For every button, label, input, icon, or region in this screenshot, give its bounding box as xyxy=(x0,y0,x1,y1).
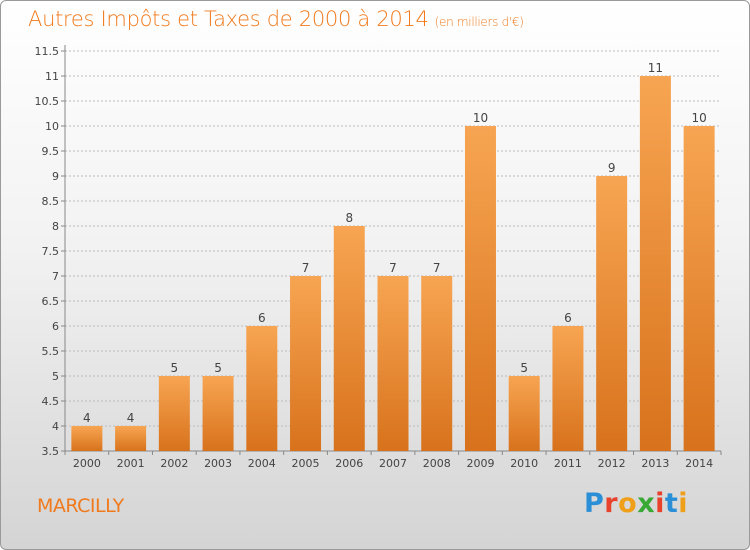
data-label: 5 xyxy=(520,361,528,375)
bar-2014 xyxy=(683,126,715,451)
title-text: Autres Impôts et Taxes de 2000 à 2014 xyxy=(28,7,429,31)
bar-2006 xyxy=(333,226,365,451)
data-label: 7 xyxy=(389,261,397,275)
y-tick-label: 6 xyxy=(52,320,59,333)
y-tick-label: 7 xyxy=(52,270,59,283)
commune-name: MARCILLY xyxy=(37,495,124,517)
bar-2004 xyxy=(246,326,278,451)
y-tick-label: 9 xyxy=(52,170,59,183)
data-label: 7 xyxy=(302,261,310,275)
data-label: 5 xyxy=(214,361,222,375)
data-label: 10 xyxy=(473,111,488,125)
bar-2009 xyxy=(464,126,496,451)
logo-letter: i xyxy=(655,488,665,519)
y-tick-label: 6.5 xyxy=(42,295,60,308)
y-tick-label: 4.5 xyxy=(42,395,60,408)
logo-letter: o xyxy=(618,488,638,519)
x-tick-label: 2013 xyxy=(641,457,669,470)
bars xyxy=(71,76,715,451)
unit-note: (en milliers d'€) xyxy=(434,15,524,29)
y-tick-label: 5.5 xyxy=(42,345,60,358)
bar-2012 xyxy=(596,176,628,451)
y-tick-label: 4 xyxy=(52,420,59,433)
bar-2001 xyxy=(115,426,147,451)
x-tick-label: 2012 xyxy=(598,457,626,470)
bar-2003 xyxy=(202,376,234,451)
data-label: 10 xyxy=(691,111,706,125)
x-tick-label: 2000 xyxy=(73,457,101,470)
y-tick-label: 3.5 xyxy=(42,445,60,458)
bar-2008 xyxy=(421,276,453,451)
data-labels: 4 4 5 5 6 7 8 7 7 10 5 6 9 11 10 xyxy=(83,61,707,425)
bar-2005 xyxy=(290,276,322,451)
x-tick-label: 2004 xyxy=(248,457,276,470)
data-label: 8 xyxy=(345,211,353,225)
x-tick-label: 2008 xyxy=(423,457,451,470)
logo-letter: x xyxy=(637,488,656,519)
y-tick-label: 10 xyxy=(45,120,59,133)
proxiti-logo[interactable]: Proxiti xyxy=(584,488,688,519)
data-label: 4 xyxy=(127,411,135,425)
x-tick-label: 2014 xyxy=(685,457,713,470)
y-tick-label: 5 xyxy=(52,370,59,383)
y-tick-label: 11.5 xyxy=(35,45,60,58)
axes: 3.5 4 4.5 5 5.5 6 6.5 7 7.5 8 8.5 9 9.5 10 10.5 11 11.5 2… xyxy=(35,45,722,470)
data-label: 5 xyxy=(171,361,179,375)
logo-letter: r xyxy=(604,488,619,519)
y-tick-label: 8 xyxy=(52,220,59,233)
data-label: 11 xyxy=(648,61,663,75)
data-label: 4 xyxy=(83,411,91,425)
y-tick-label: 9.5 xyxy=(42,145,60,158)
y-tick-label: 11 xyxy=(45,70,59,83)
x-tick-label: 2002 xyxy=(160,457,188,470)
logo-letter: P xyxy=(584,488,605,519)
bar-2002 xyxy=(158,376,190,451)
x-tick-label: 2001 xyxy=(117,457,145,470)
data-label: 7 xyxy=(433,261,441,275)
bar-2011 xyxy=(552,326,584,451)
x-tick-label: 2010 xyxy=(510,457,538,470)
bar-2013 xyxy=(639,76,671,451)
chart-title: Autres Impôts et Taxes de 2000 à 2014 (en… xyxy=(28,7,524,31)
y-tick-label: 7.5 xyxy=(42,245,60,258)
data-label: 6 xyxy=(564,311,572,325)
bar-2010 xyxy=(508,376,540,451)
logo-letter: t xyxy=(664,488,679,519)
x-tick-label: 2011 xyxy=(554,457,582,470)
bar-2007 xyxy=(377,276,409,451)
bar-2000 xyxy=(71,426,103,451)
y-tick-label: 10.5 xyxy=(35,95,60,108)
x-tick-label: 2003 xyxy=(204,457,232,470)
x-tick-label: 2005 xyxy=(292,457,320,470)
x-tick-label: 2007 xyxy=(379,457,407,470)
y-tick-label: 8.5 xyxy=(42,195,60,208)
logo-letter: i xyxy=(678,488,689,519)
x-tick-label: 2006 xyxy=(335,457,363,470)
x-tick-label: 2009 xyxy=(466,457,494,470)
data-label: 9 xyxy=(608,161,616,175)
data-label: 6 xyxy=(258,311,266,325)
